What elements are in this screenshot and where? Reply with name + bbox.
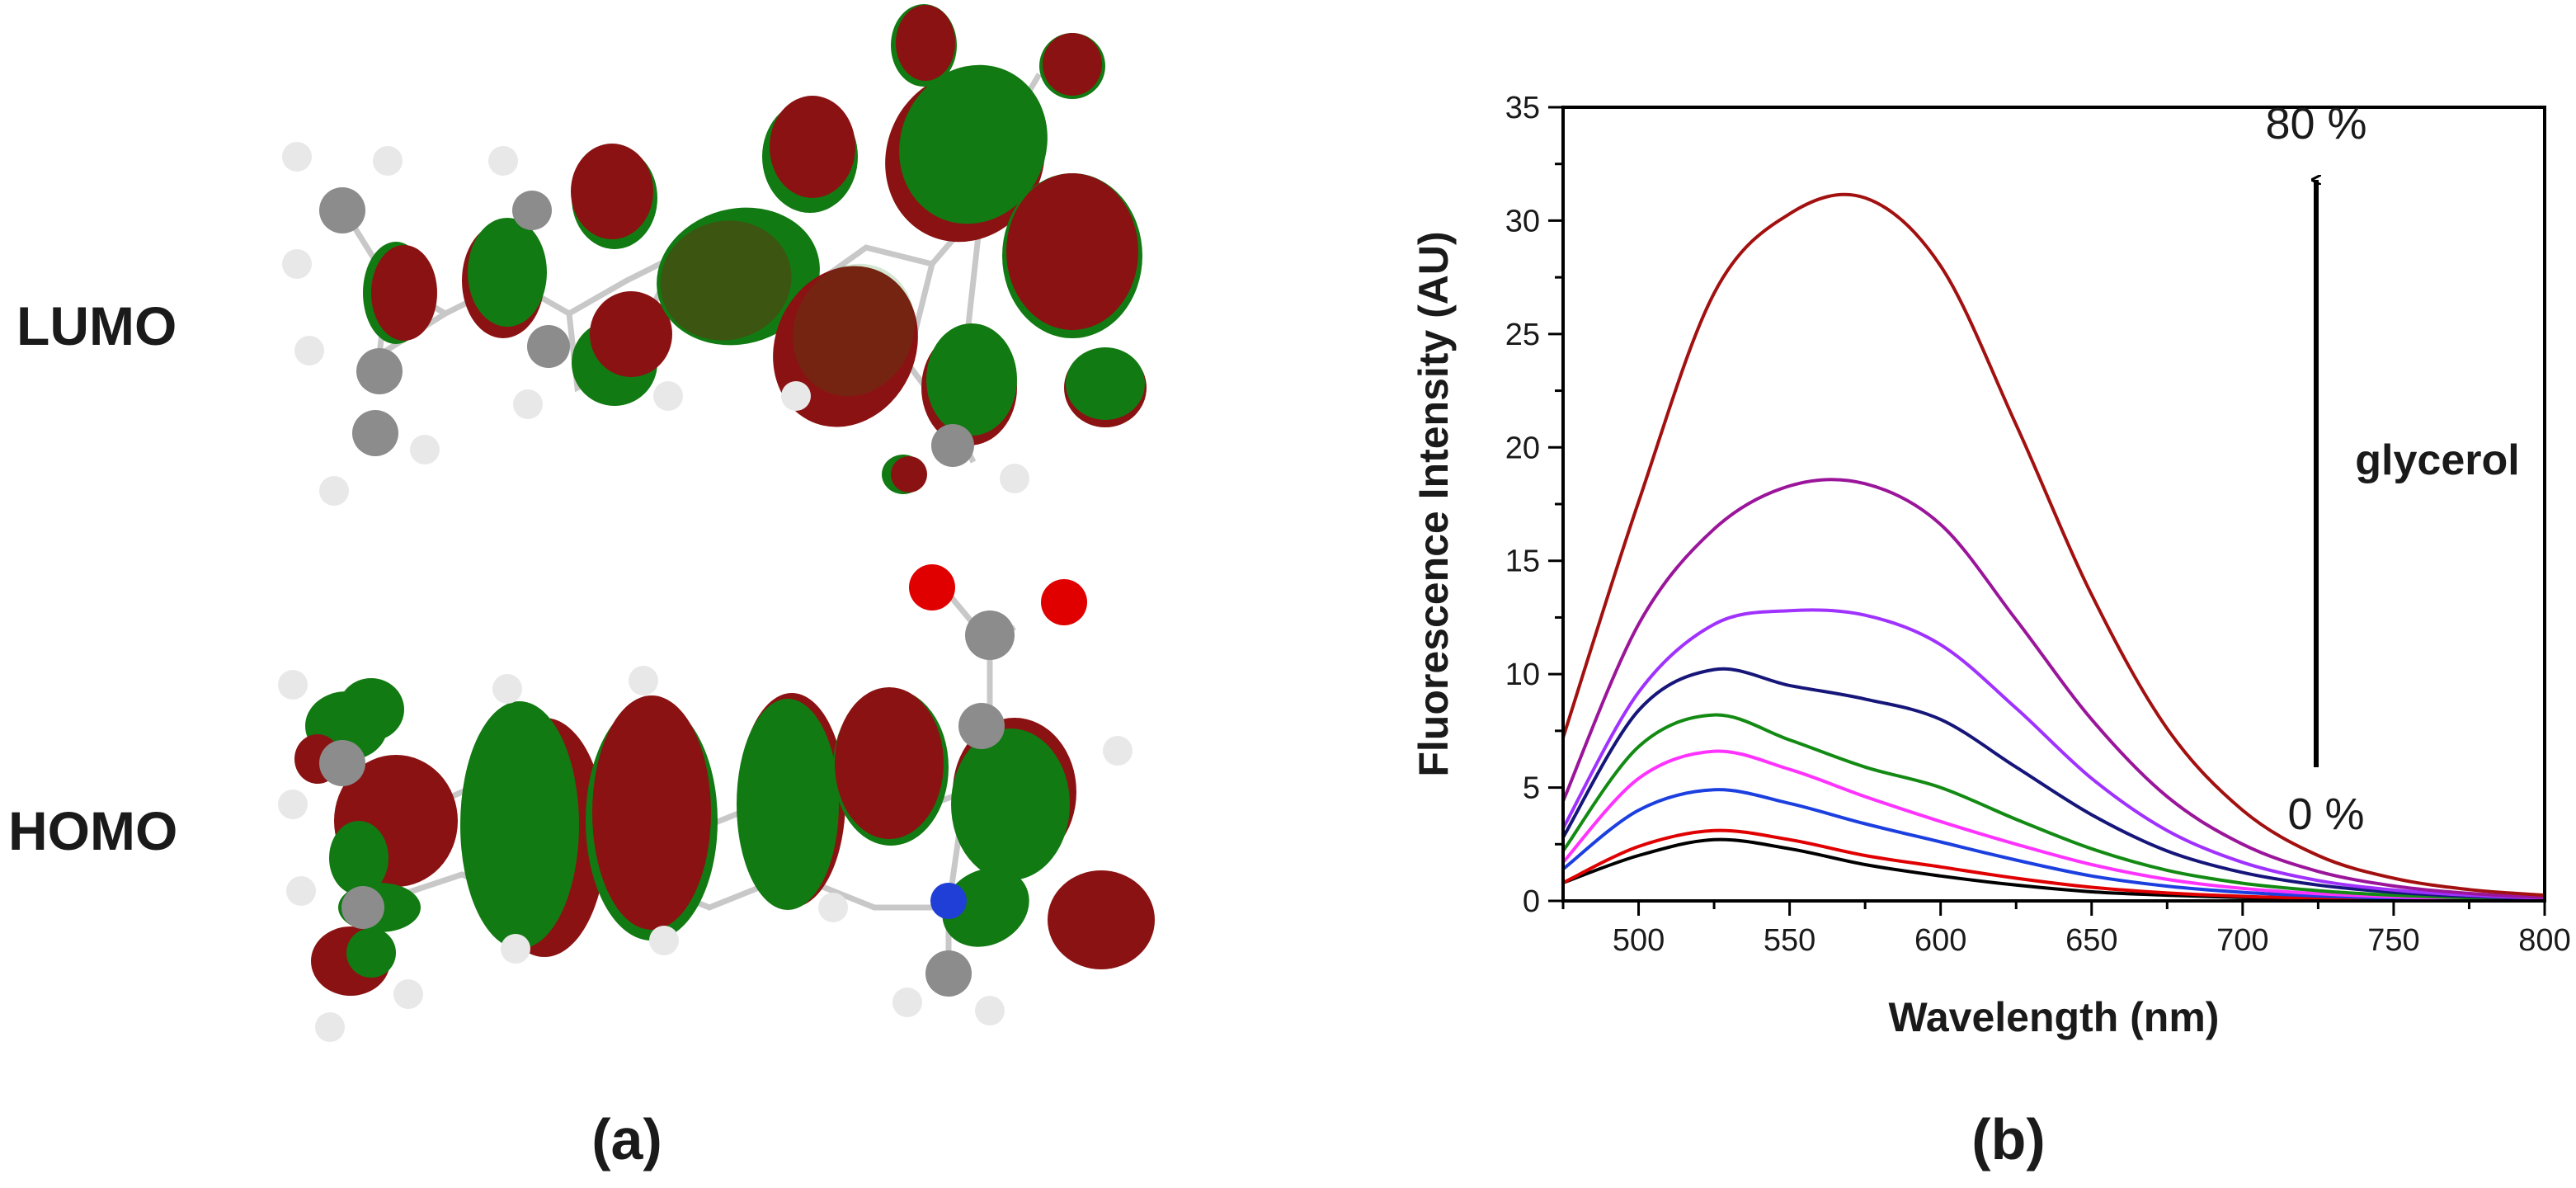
orbital-panel: LUMO HOMO	[8, 4, 1155, 1172]
x-tick-label: 600	[1914, 923, 1966, 958]
series-line-4	[1561, 749, 2545, 902]
x-tick-label: 650	[2065, 923, 2117, 958]
homo-orbital-illustration	[278, 564, 1155, 1042]
y-tick-label: 10	[1505, 658, 1540, 692]
panel-b-caption: (b)	[1971, 1107, 2045, 1172]
x-tick-label: 550	[1764, 923, 1815, 958]
panel-a-caption: (a)	[591, 1107, 662, 1172]
x-tick-label: 700	[2216, 923, 2268, 958]
y-tick-label: 30	[1505, 204, 1540, 238]
fluorescence-chart: 500 550 600 650 700 750 800 0 5 10 15 20 25 30 35 Wav…	[1410, 91, 2571, 1172]
y-tick-label: 15	[1505, 544, 1540, 579]
annotation-top: 80 %	[2265, 99, 2366, 148]
series-line-9	[1561, 192, 2545, 898]
y-axis-label: Fluorescence Intensity (AU)	[1410, 231, 1457, 776]
y-tick-label: 35	[1505, 91, 1540, 125]
series-line-5	[1561, 713, 2545, 901]
x-tick-label: 750	[2367, 923, 2419, 958]
y-tick-label: 20	[1505, 431, 1540, 465]
annotation-side: glycerol	[2355, 436, 2519, 484]
x-tick-label: 500	[1613, 923, 1665, 958]
lumo-label: LUMO	[16, 295, 177, 356]
lumo-orbital-illustration	[282, 4, 1147, 506]
y-tick-label: 0	[1523, 884, 1540, 919]
series-line-8	[1561, 478, 2545, 899]
x-tick-label: 800	[2518, 923, 2570, 958]
homo-label: HOMO	[8, 800, 177, 861]
x-axis-ticks: 500 550 600 650 700 750 800	[1561, 901, 2571, 958]
plot-frame	[1561, 106, 2546, 903]
y-tick-label: 25	[1505, 318, 1540, 352]
series-line-6	[1561, 667, 2545, 901]
series-group	[1561, 192, 2545, 903]
y-axis-ticks: 0 5 10 15 20 25 30 35	[1505, 91, 1563, 919]
annotation-bottom: 0 %	[2287, 790, 2364, 839]
x-axis-label: Wavelength (nm)	[1889, 994, 2220, 1040]
y-tick-label: 5	[1523, 771, 1540, 806]
series-line-7	[1561, 608, 2545, 900]
